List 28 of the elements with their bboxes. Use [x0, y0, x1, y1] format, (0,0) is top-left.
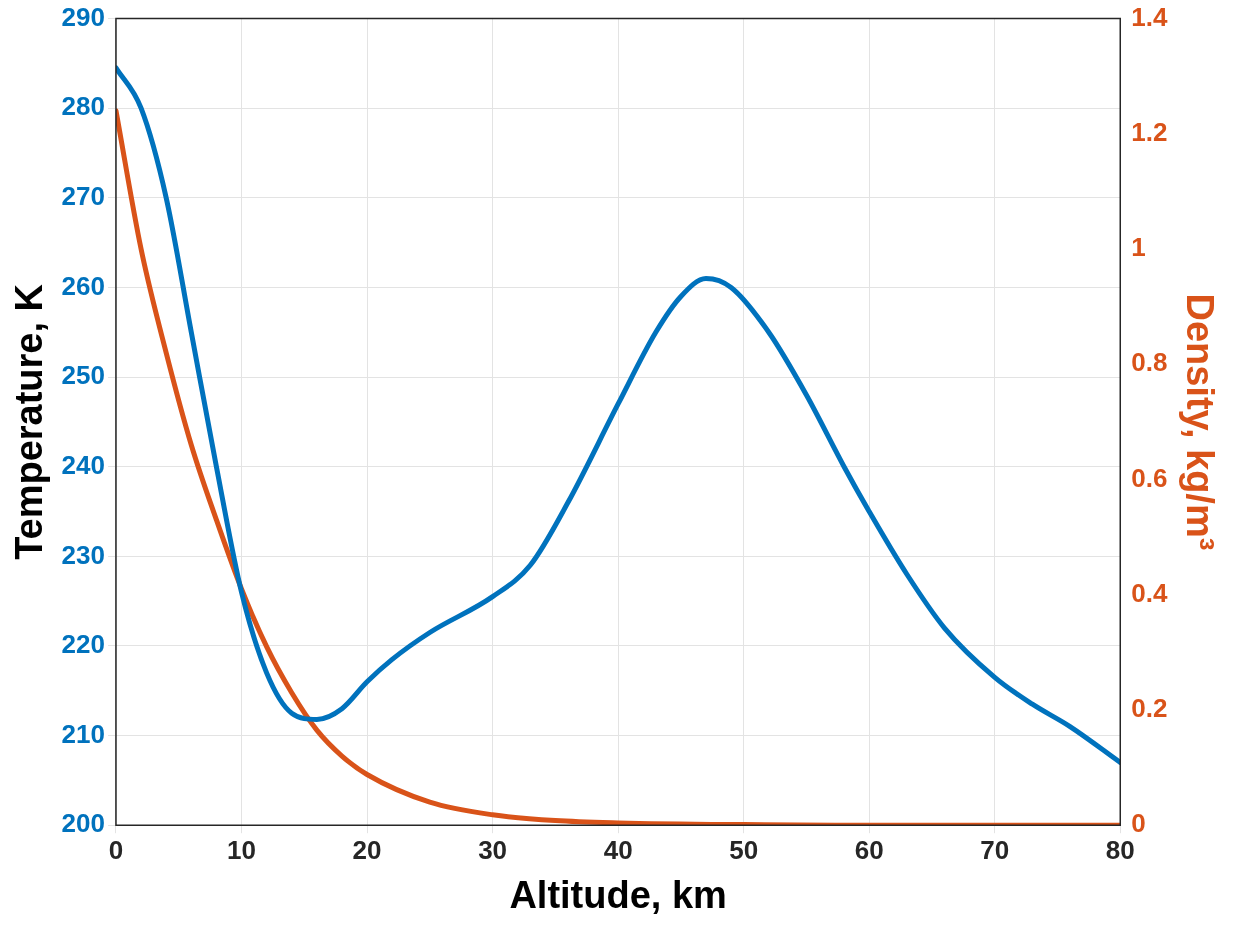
y-axis-title: Temperature, K — [8, 283, 51, 560]
x-tick-label: 0 — [108, 834, 124, 865]
y-tick-label: 260 — [61, 270, 105, 301]
x-tick-label: 50 — [729, 834, 759, 865]
y2-tick-label: 0.4 — [1131, 577, 1168, 608]
x-axis-title: Altitude, km — [509, 873, 727, 916]
y2-tick-label: 1.2 — [1131, 117, 1168, 147]
y2-tick-label: 0.8 — [1131, 347, 1168, 378]
y-tick-label: 200 — [61, 808, 105, 839]
y-tick-label: 220 — [61, 629, 105, 660]
y-tick-label: 270 — [61, 181, 105, 212]
y-tick-label: 290 — [61, 1, 105, 32]
x-tick-label: 30 — [478, 834, 508, 865]
x-tick-label: 60 — [854, 834, 884, 865]
y2-tick-label: 0.6 — [1131, 462, 1168, 493]
y2-tick-label: 0.2 — [1131, 693, 1168, 724]
x-tick-label: 40 — [603, 834, 633, 865]
y2-axis-title: Density, kg/m³ — [1178, 293, 1221, 551]
x-tick-label: 70 — [980, 834, 1010, 865]
y2-tick-label: 1.4 — [1131, 1, 1168, 32]
y-tick-label: 250 — [61, 360, 105, 391]
y-tick-label: 210 — [61, 718, 105, 749]
x-tick-label: 10 — [227, 834, 256, 865]
y-tick-label: 280 — [61, 91, 105, 122]
x-tick-label: 20 — [352, 834, 382, 865]
y-tick-label: 230 — [61, 539, 105, 570]
y2-tick-label: 1 — [1131, 232, 1146, 263]
y-tick-label: 240 — [61, 449, 105, 480]
